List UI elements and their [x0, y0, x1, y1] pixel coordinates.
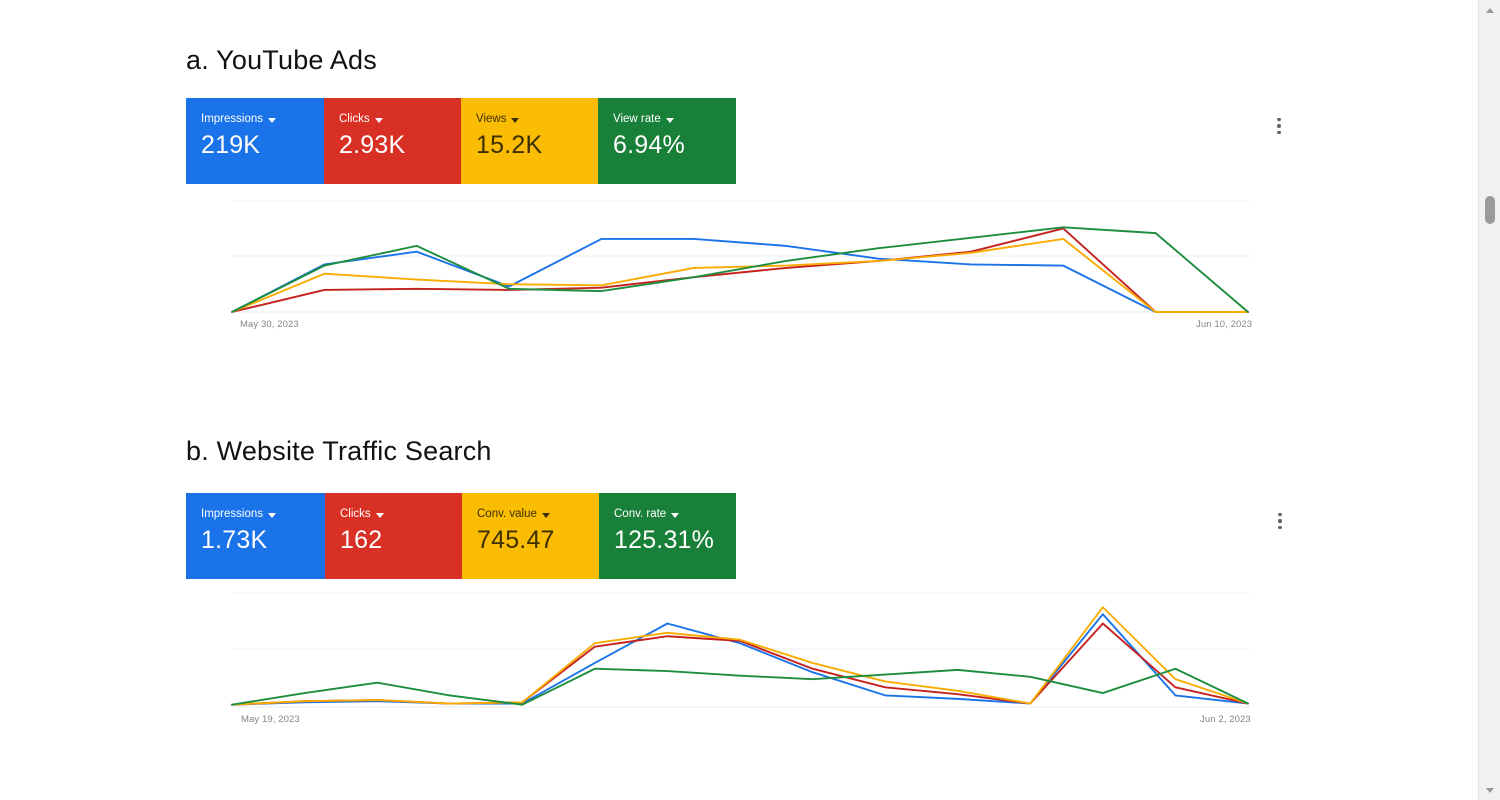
dot [1277, 124, 1281, 128]
scorecard-metric-name: View rate [613, 113, 661, 125]
scorecard-clicks[interactable]: Clicks 2.93K [324, 98, 461, 184]
scorecard-metric-name: Views [476, 113, 507, 125]
scorecard-label[interactable]: Impressions [201, 507, 325, 521]
scroll-down-arrow-icon[interactable] [1479, 781, 1500, 799]
scorecard-metric-name: Conv. value [477, 508, 537, 520]
chart-line-clicks [232, 228, 1248, 312]
scorecard-label[interactable]: Views [476, 112, 598, 126]
scorecard-value: 6.94% [613, 131, 685, 159]
axis-label-end-date: Jun 2, 2023 [1200, 714, 1251, 725]
scorecard-row-youtube-ads: Impressions 219K Clicks 2.93K Views [186, 98, 736, 184]
scorecard-metric-name: Conv. rate [614, 508, 667, 520]
scorecard-label[interactable]: Clicks [340, 507, 462, 521]
scorecard-value: 745.47 [477, 526, 555, 554]
scorecard-value: 162 [340, 526, 383, 554]
chart-line-conv-rate [232, 669, 1248, 705]
report-youtube-ads: Impressions 219K Clicks 2.93K Views [186, 98, 1366, 184]
scorecard-conv-value[interactable]: Conv. value 745.47 [462, 493, 599, 579]
scroll-thumb[interactable] [1485, 196, 1495, 224]
chevron-down-icon[interactable] [374, 117, 383, 123]
gridlines [232, 200, 1250, 313]
scorecard-label[interactable]: View rate [613, 112, 736, 126]
chart-line-conv-value [232, 607, 1248, 704]
report-website-traffic-search: Impressions 1.73K Clicks 162 Conv. value [186, 493, 1366, 579]
scorecard-value: 1.73K [201, 526, 268, 554]
scorecard-value: 125.31% [614, 526, 715, 554]
scorecard-label[interactable]: Conv. rate [614, 507, 736, 521]
chevron-down-icon[interactable] [268, 117, 276, 123]
scorecard-views[interactable]: Views 15.2K [461, 98, 598, 184]
vertical-scrollbar[interactable] [1478, 0, 1500, 800]
more-vert-icon[interactable] [1268, 113, 1290, 139]
scorecard-row-website-traffic: Impressions 1.73K Clicks 162 Conv. value [186, 493, 736, 579]
chart-line-clicks [232, 623, 1248, 704]
axis-label-start-date: May 30, 2023 [240, 319, 299, 330]
dot [1277, 117, 1281, 122]
page-title-website-traffic-search: b. Website Traffic Search [186, 436, 492, 466]
scorecard-value: 2.93K [339, 131, 406, 159]
chart-line-impressions [232, 239, 1248, 312]
scorecard-value: 15.2K [476, 131, 543, 159]
chart-line-view-rate [232, 227, 1248, 312]
chevron-down-icon[interactable] [375, 512, 384, 518]
scorecard-clicks[interactable]: Clicks 162 [325, 493, 462, 579]
dot [1278, 519, 1282, 523]
chevron-down-icon[interactable] [541, 512, 550, 518]
scorecard-label[interactable]: Conv. value [477, 507, 599, 521]
more-vert-icon[interactable] [1269, 508, 1291, 534]
scorecard-view-rate[interactable]: View rate 6.94% [598, 98, 736, 184]
dot [1277, 130, 1281, 135]
chart-series-group [232, 227, 1248, 312]
chart-canvas [186, 592, 1250, 708]
axis-label-start-date: May 19, 2023 [241, 714, 300, 725]
chart-series-group [232, 607, 1248, 704]
scroll-up-arrow-icon[interactable] [1479, 1, 1500, 19]
axis-label-end-date: Jun 10, 2023 [1196, 319, 1253, 330]
chevron-down-icon[interactable] [511, 117, 520, 123]
scorecard-metric-name: Clicks [339, 113, 370, 125]
timeseries-chart-youtube-ads[interactable] [186, 188, 1250, 326]
chart-line-views [232, 239, 1248, 312]
dot [1278, 525, 1282, 530]
chart-canvas [186, 200, 1250, 326]
gridlines [232, 592, 1250, 708]
page-title-youtube-ads: a. YouTube Ads [186, 45, 377, 75]
scorecard-metric-name: Impressions [201, 508, 263, 520]
scorecard-metric-name: Impressions [201, 113, 263, 125]
timeseries-chart-website-traffic[interactable] [186, 583, 1250, 721]
scorecard-metric-name: Clicks [340, 508, 371, 520]
scorecard-label[interactable]: Clicks [339, 112, 461, 126]
dot [1278, 512, 1282, 517]
chevron-down-icon[interactable] [671, 512, 680, 518]
chevron-down-icon[interactable] [665, 117, 674, 123]
scorecard-impressions[interactable]: Impressions 1.73K [186, 493, 325, 579]
scorecard-value: 219K [201, 131, 261, 159]
scorecard-conv-rate[interactable]: Conv. rate 125.31% [599, 493, 736, 579]
scorecard-label[interactable]: Impressions [201, 112, 324, 126]
scorecard-impressions[interactable]: Impressions 219K [186, 98, 324, 184]
chevron-down-icon[interactable] [268, 512, 276, 518]
